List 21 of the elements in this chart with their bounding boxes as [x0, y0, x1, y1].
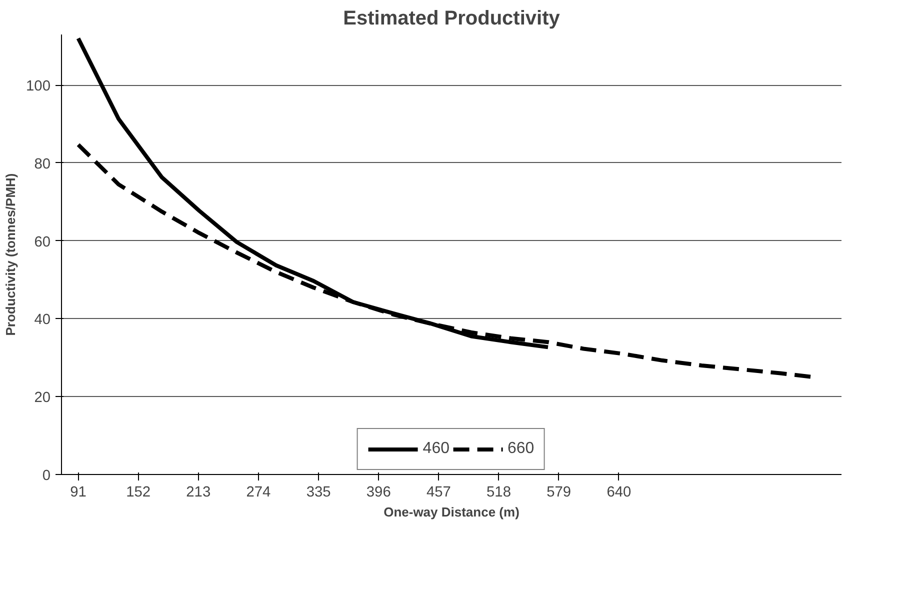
x-tick-label: 457: [426, 484, 451, 500]
x-tick-label: 396: [366, 484, 391, 500]
y-tick-label: 100: [26, 78, 51, 95]
x-tick-label: 152: [126, 484, 151, 500]
chart-title: Estimated Productivity: [343, 8, 561, 30]
y-tick-label: 20: [34, 390, 51, 406]
y-tick-label: 80: [34, 156, 51, 172]
y-axis-title: Productivity (tonnes/PMH): [3, 173, 18, 336]
legend-label: 460: [422, 440, 450, 458]
x-axis-title: One-way Distance (m): [384, 504, 520, 520]
y-tick-label: 40: [34, 312, 51, 328]
x-tick-label: 518: [486, 484, 512, 500]
x-tick-label: 579: [546, 484, 572, 500]
y-tick-label: 0: [42, 468, 51, 484]
x-tick-label: 213: [186, 484, 211, 500]
legend-label: 660: [508, 440, 534, 458]
x-tick-label: 91: [70, 484, 86, 500]
y-tick-label: 60: [34, 234, 51, 250]
x-tick-label: 640: [606, 484, 632, 500]
x-tick-label: 274: [246, 484, 271, 500]
x-tick-label: 335: [306, 484, 331, 500]
